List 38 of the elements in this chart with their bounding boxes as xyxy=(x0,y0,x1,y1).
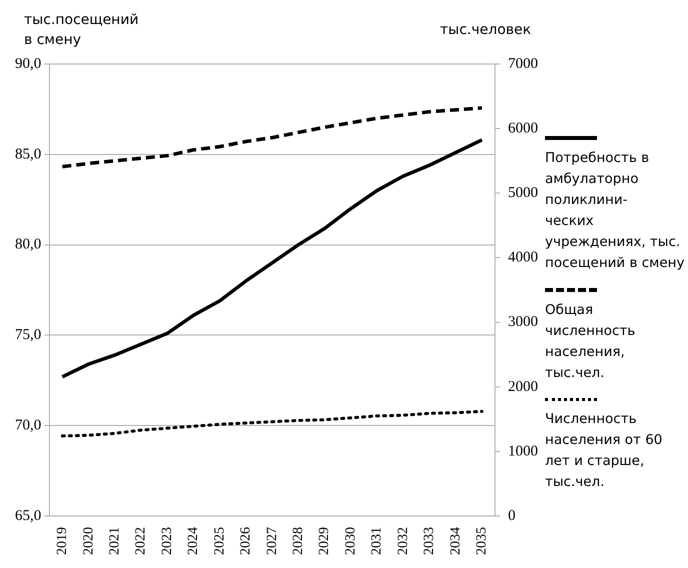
legend-label: Потребность в амбулаторно поликлини- ческих учреждениях, тыс. посещений в смену xyxy=(545,149,685,273)
x-tick-label: 2022 xyxy=(134,527,149,555)
y2-tick-label: 6000 xyxy=(508,120,538,137)
y-tick-label: 85,0 xyxy=(15,146,42,162)
y-tick-label: 70,0 xyxy=(15,418,42,434)
y2-tick-label: 4000 xyxy=(508,250,538,266)
x-tick-label: 2031 xyxy=(370,527,385,555)
x-tick-label: 2035 xyxy=(474,527,490,555)
x-tick-label: 2024 xyxy=(186,527,202,555)
y2-tick-label: 0 xyxy=(508,508,516,524)
y2-tick-label: 1000 xyxy=(508,443,538,460)
y2-tick-label: 2000 xyxy=(508,378,538,395)
y2-tick-label: 5000 xyxy=(508,185,538,202)
y-tick-label: 65,0 xyxy=(15,508,42,524)
y-tick-label: 75,0 xyxy=(15,327,42,344)
x-tick-label: 2021 xyxy=(107,527,122,555)
y2-axis-title: тыс.человек xyxy=(440,22,532,38)
x-tick-label: 2027 xyxy=(264,527,280,555)
x-tick-label: 2028 xyxy=(291,527,306,555)
y2-tick-label: 3000 xyxy=(508,314,538,330)
x-tick-label: 2033 xyxy=(422,527,438,555)
x-tick-label: 2029 xyxy=(317,527,332,555)
legend-label: Общая численность населения, тыс.чел. xyxy=(545,301,636,383)
y-tick-label: 90,0 xyxy=(15,56,42,72)
x-tick-label: 2019 xyxy=(55,527,70,555)
x-tick-label: 2034 xyxy=(448,527,464,555)
y-axis-title: тыс.посещений в смену xyxy=(24,11,139,50)
y2-tick-label: 7000 xyxy=(508,56,538,72)
line-series xyxy=(60,410,484,438)
x-tick-label: 2025 xyxy=(212,527,228,555)
legend-label: Численность населения от 60 лет и старше, тыс.чел. xyxy=(545,410,664,492)
x-tick-label: 2030 xyxy=(343,527,358,555)
y-tick-label: 80,0 xyxy=(15,236,42,253)
x-tick-label: 2032 xyxy=(396,527,411,555)
x-tick-label: 2026 xyxy=(238,527,254,555)
line-series xyxy=(60,106,484,168)
x-tick-label: 2020 xyxy=(81,527,96,555)
x-tick-label: 2023 xyxy=(160,527,175,555)
